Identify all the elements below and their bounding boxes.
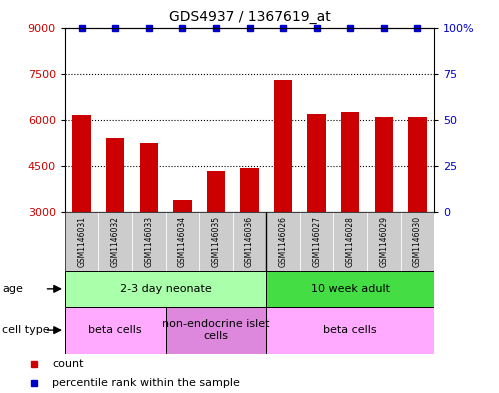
Bar bbox=[140, 143, 158, 212]
Bar bbox=[173, 200, 192, 212]
Bar bbox=[166, 307, 266, 354]
Text: GSM1146030: GSM1146030 bbox=[413, 216, 422, 267]
Text: GSM1146032: GSM1146032 bbox=[111, 216, 120, 267]
Bar bbox=[199, 212, 233, 271]
Text: GSM1146027: GSM1146027 bbox=[312, 216, 321, 267]
Text: GSM1146034: GSM1146034 bbox=[178, 216, 187, 267]
Bar bbox=[65, 212, 98, 271]
Text: count: count bbox=[52, 358, 83, 369]
Text: GSM1146035: GSM1146035 bbox=[212, 216, 221, 267]
Bar bbox=[274, 80, 292, 212]
Text: GSM1146036: GSM1146036 bbox=[245, 216, 254, 267]
Text: age: age bbox=[2, 284, 23, 294]
Bar bbox=[65, 271, 266, 307]
Text: beta cells: beta cells bbox=[88, 325, 142, 335]
Bar bbox=[207, 171, 225, 212]
Bar bbox=[72, 115, 91, 212]
Text: GSM1146029: GSM1146029 bbox=[379, 216, 388, 267]
Bar bbox=[300, 212, 333, 271]
Text: GSM1146028: GSM1146028 bbox=[346, 216, 355, 267]
Text: beta cells: beta cells bbox=[323, 325, 377, 335]
Bar bbox=[401, 212, 434, 271]
Text: percentile rank within the sample: percentile rank within the sample bbox=[52, 378, 240, 388]
Bar bbox=[341, 112, 359, 212]
Text: cell type: cell type bbox=[2, 325, 50, 335]
Bar bbox=[266, 271, 434, 307]
Bar bbox=[333, 212, 367, 271]
Bar bbox=[106, 138, 124, 212]
Bar bbox=[408, 117, 427, 212]
Bar bbox=[307, 114, 326, 212]
Bar bbox=[132, 212, 166, 271]
Bar bbox=[233, 212, 266, 271]
Text: 2-3 day neonate: 2-3 day neonate bbox=[120, 284, 212, 294]
Bar bbox=[240, 167, 258, 212]
Bar bbox=[367, 212, 401, 271]
Title: GDS4937 / 1367619_at: GDS4937 / 1367619_at bbox=[169, 10, 330, 24]
Bar bbox=[98, 212, 132, 271]
Text: non-endocrine islet
cells: non-endocrine islet cells bbox=[162, 320, 269, 341]
Text: GSM1146031: GSM1146031 bbox=[77, 216, 86, 267]
Bar bbox=[375, 117, 393, 212]
Bar bbox=[65, 307, 166, 354]
Text: GSM1146033: GSM1146033 bbox=[144, 216, 153, 267]
Text: 10 week adult: 10 week adult bbox=[311, 284, 390, 294]
Text: GSM1146026: GSM1146026 bbox=[278, 216, 287, 267]
Bar bbox=[166, 212, 199, 271]
Bar bbox=[266, 307, 434, 354]
Bar bbox=[266, 212, 300, 271]
